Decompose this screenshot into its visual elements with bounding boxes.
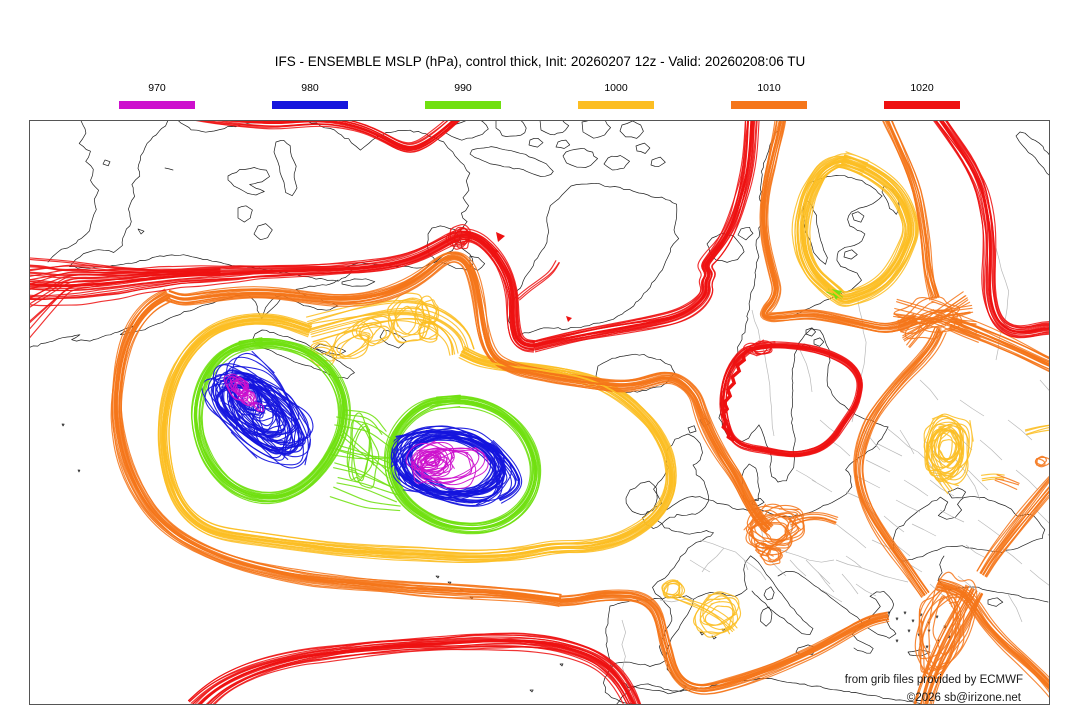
svg-text:970: 970 xyxy=(148,82,166,94)
svg-text:from grib files provided by EC: from grib files provided by ECMWF xyxy=(845,674,1023,686)
svg-text:980: 980 xyxy=(301,82,319,94)
svg-text:1020: 1020 xyxy=(910,82,934,94)
svg-text:1000: 1000 xyxy=(604,82,628,94)
svg-text:1010: 1010 xyxy=(757,82,781,94)
svg-text:©2026 sb@irizone.net: ©2026 sb@irizone.net xyxy=(907,692,1022,704)
svg-text:IFS - ENSEMBLE MSLP (hPa), con: IFS - ENSEMBLE MSLP (hPa), control thick… xyxy=(275,54,806,69)
svg-text:990: 990 xyxy=(454,82,472,94)
